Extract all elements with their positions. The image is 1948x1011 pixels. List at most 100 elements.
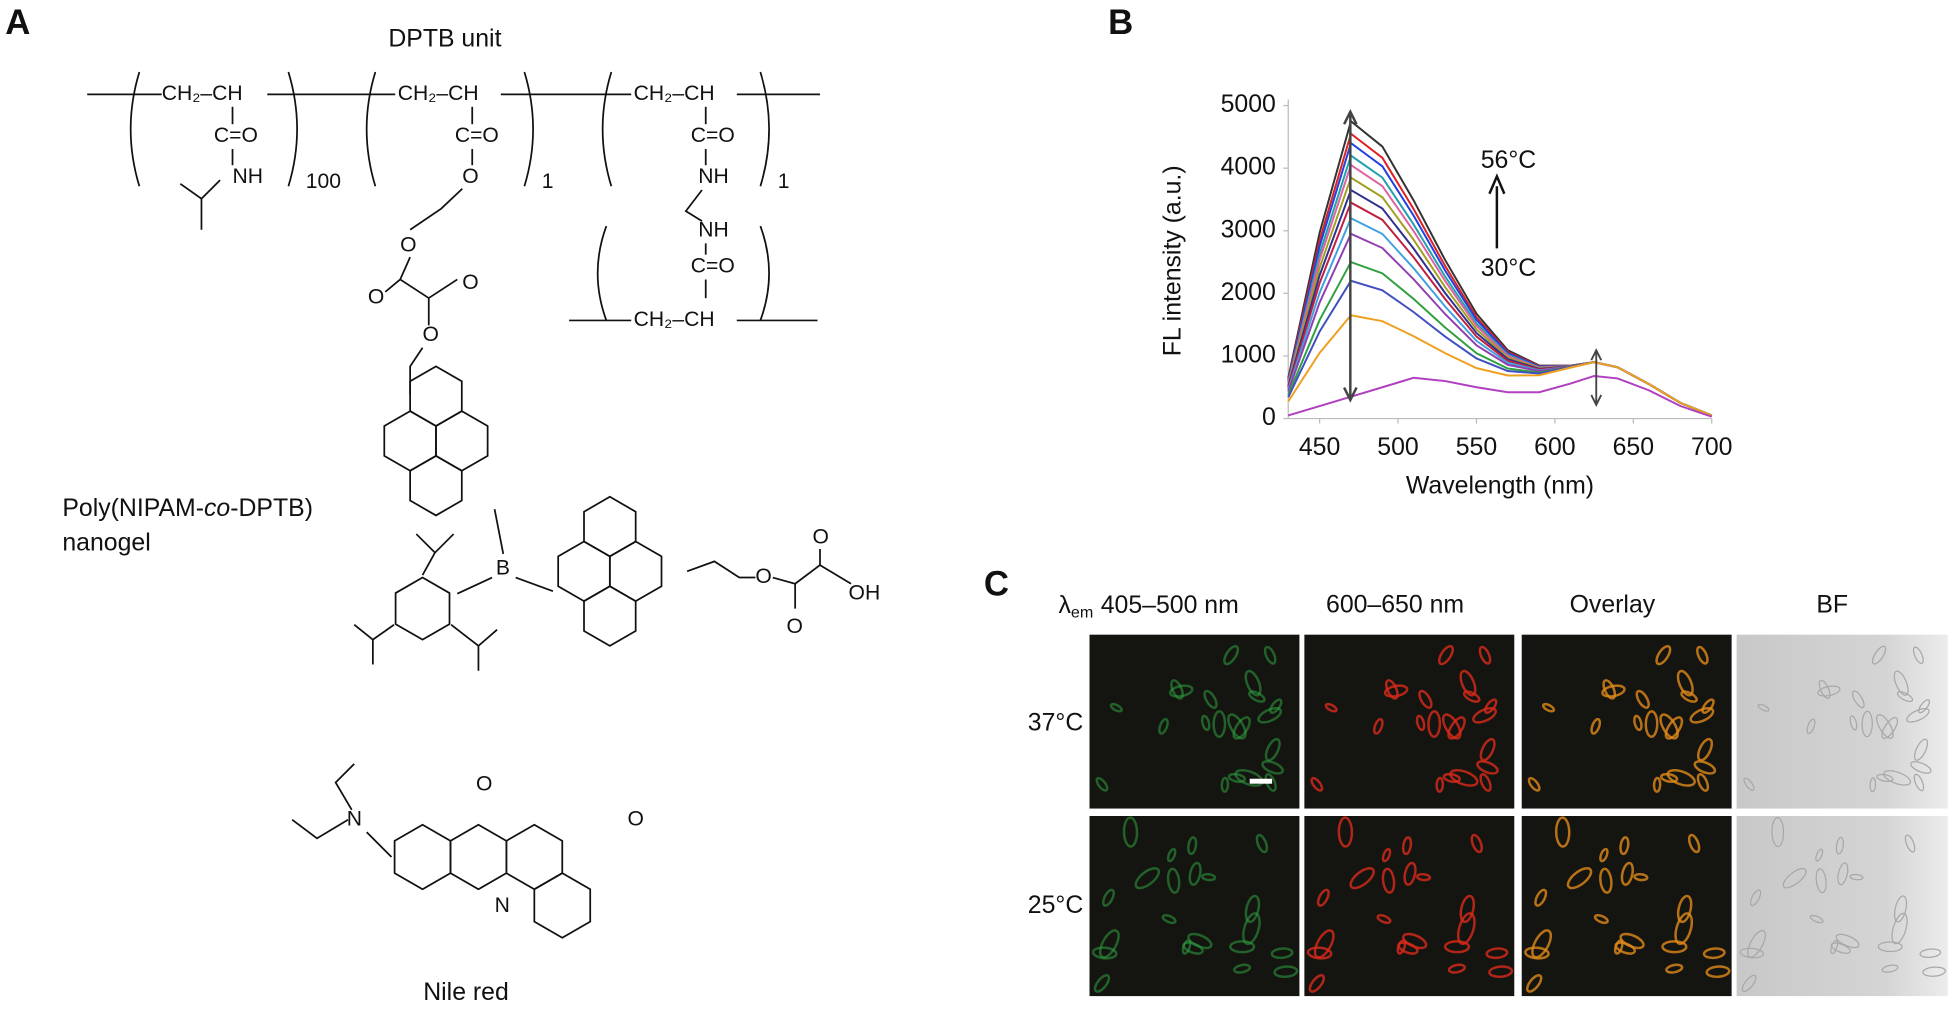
cell (1269, 698, 1283, 714)
repeat-count: 1 (542, 170, 554, 193)
atom-label: CH₂–CH (398, 82, 479, 105)
cell (1122, 816, 1139, 848)
cell (1849, 715, 1858, 731)
cell (1861, 710, 1873, 738)
atom-label: CH₂–CH (162, 82, 243, 105)
cell (1806, 718, 1816, 735)
atom-label: OH (849, 581, 881, 604)
atom-label: O (755, 565, 771, 588)
cell (1261, 760, 1284, 775)
cell (1232, 716, 1251, 740)
cell (1310, 776, 1324, 792)
cell (1913, 773, 1925, 792)
cell (1869, 777, 1877, 793)
cell (1680, 690, 1698, 703)
nanogel-text: -DPTB) (230, 495, 313, 522)
y-axis-label: FL intensity (a.u.) (1160, 165, 1187, 356)
cell (1308, 974, 1326, 993)
y-tick-label: 3000 (1221, 216, 1276, 243)
cell (1479, 773, 1492, 792)
cell (1896, 691, 1914, 703)
x-tick-label: 550 (1456, 434, 1497, 461)
cell (1876, 773, 1894, 783)
micrograph (1304, 816, 1515, 997)
cell (1635, 689, 1650, 709)
cell (1705, 965, 1731, 979)
cell (1488, 965, 1514, 979)
cell (1593, 913, 1609, 925)
cell (1741, 974, 1757, 993)
cell (1376, 913, 1392, 925)
nanogel-text: co (204, 495, 230, 522)
cell (1402, 932, 1428, 950)
cell (1599, 867, 1613, 894)
nanogel-label: nanogel (62, 530, 150, 557)
cell (1664, 716, 1684, 740)
x-tick-label: 650 (1613, 434, 1654, 461)
column-header: BF (1816, 592, 1848, 619)
cell (1091, 946, 1118, 960)
panel-label: B (1108, 4, 1133, 42)
atom-label: O (813, 525, 829, 548)
ring (409, 365, 463, 428)
y-tick-label: 4000 (1221, 154, 1276, 181)
cell (1906, 708, 1930, 723)
cell (1227, 772, 1247, 784)
cell (1441, 713, 1462, 740)
series-line (1287, 176, 1713, 417)
ring-group (383, 365, 663, 939)
cell (1893, 670, 1909, 696)
micrograph (1089, 816, 1300, 997)
cell (1809, 914, 1824, 924)
cell (1696, 773, 1710, 792)
cell (1554, 816, 1571, 848)
cell (1566, 867, 1593, 890)
y-tick-label: 1000 (1221, 342, 1276, 369)
micrograph (1521, 816, 1732, 997)
cell (1456, 912, 1476, 946)
y-tick-label: 5000 (1221, 91, 1276, 118)
cell (1255, 833, 1269, 854)
cell (1442, 772, 1461, 784)
cell (1270, 947, 1294, 960)
cell (1244, 894, 1261, 924)
cell (1437, 644, 1454, 666)
cell (1815, 868, 1827, 894)
cell (1599, 847, 1609, 863)
atom-label: NH (698, 219, 729, 242)
cell (1849, 873, 1864, 881)
cell (1316, 888, 1330, 907)
cell (1227, 713, 1247, 740)
nile-red-label: Nile red (423, 979, 509, 1006)
cell (1771, 816, 1785, 848)
cell (1401, 836, 1413, 856)
atom-label: B (496, 556, 510, 579)
cell (1665, 963, 1684, 974)
annotation: 30°C (1481, 255, 1536, 282)
cell (1871, 645, 1887, 665)
cell (1264, 737, 1281, 762)
cell (1883, 770, 1912, 786)
column-header: λem 405–500 nm (1058, 592, 1238, 622)
cell (1702, 947, 1726, 960)
cell (1166, 867, 1181, 894)
series-line (1287, 154, 1713, 417)
cell (1835, 836, 1845, 855)
cell (1881, 964, 1899, 973)
cell (1229, 940, 1256, 954)
atom-label: C=O (691, 255, 735, 278)
cell (1666, 768, 1696, 787)
cell (1674, 912, 1694, 946)
row-label: 37°C (1028, 710, 1083, 737)
cell (1349, 867, 1375, 890)
cell (1893, 895, 1908, 923)
cell (1633, 714, 1643, 732)
cell (1749, 889, 1762, 907)
series-line (1287, 216, 1713, 417)
ring (409, 454, 463, 517)
cell (1693, 760, 1717, 775)
atom-label: C=O (214, 124, 258, 147)
cell (1815, 848, 1824, 862)
cell (1200, 714, 1211, 732)
cell (1470, 833, 1483, 854)
